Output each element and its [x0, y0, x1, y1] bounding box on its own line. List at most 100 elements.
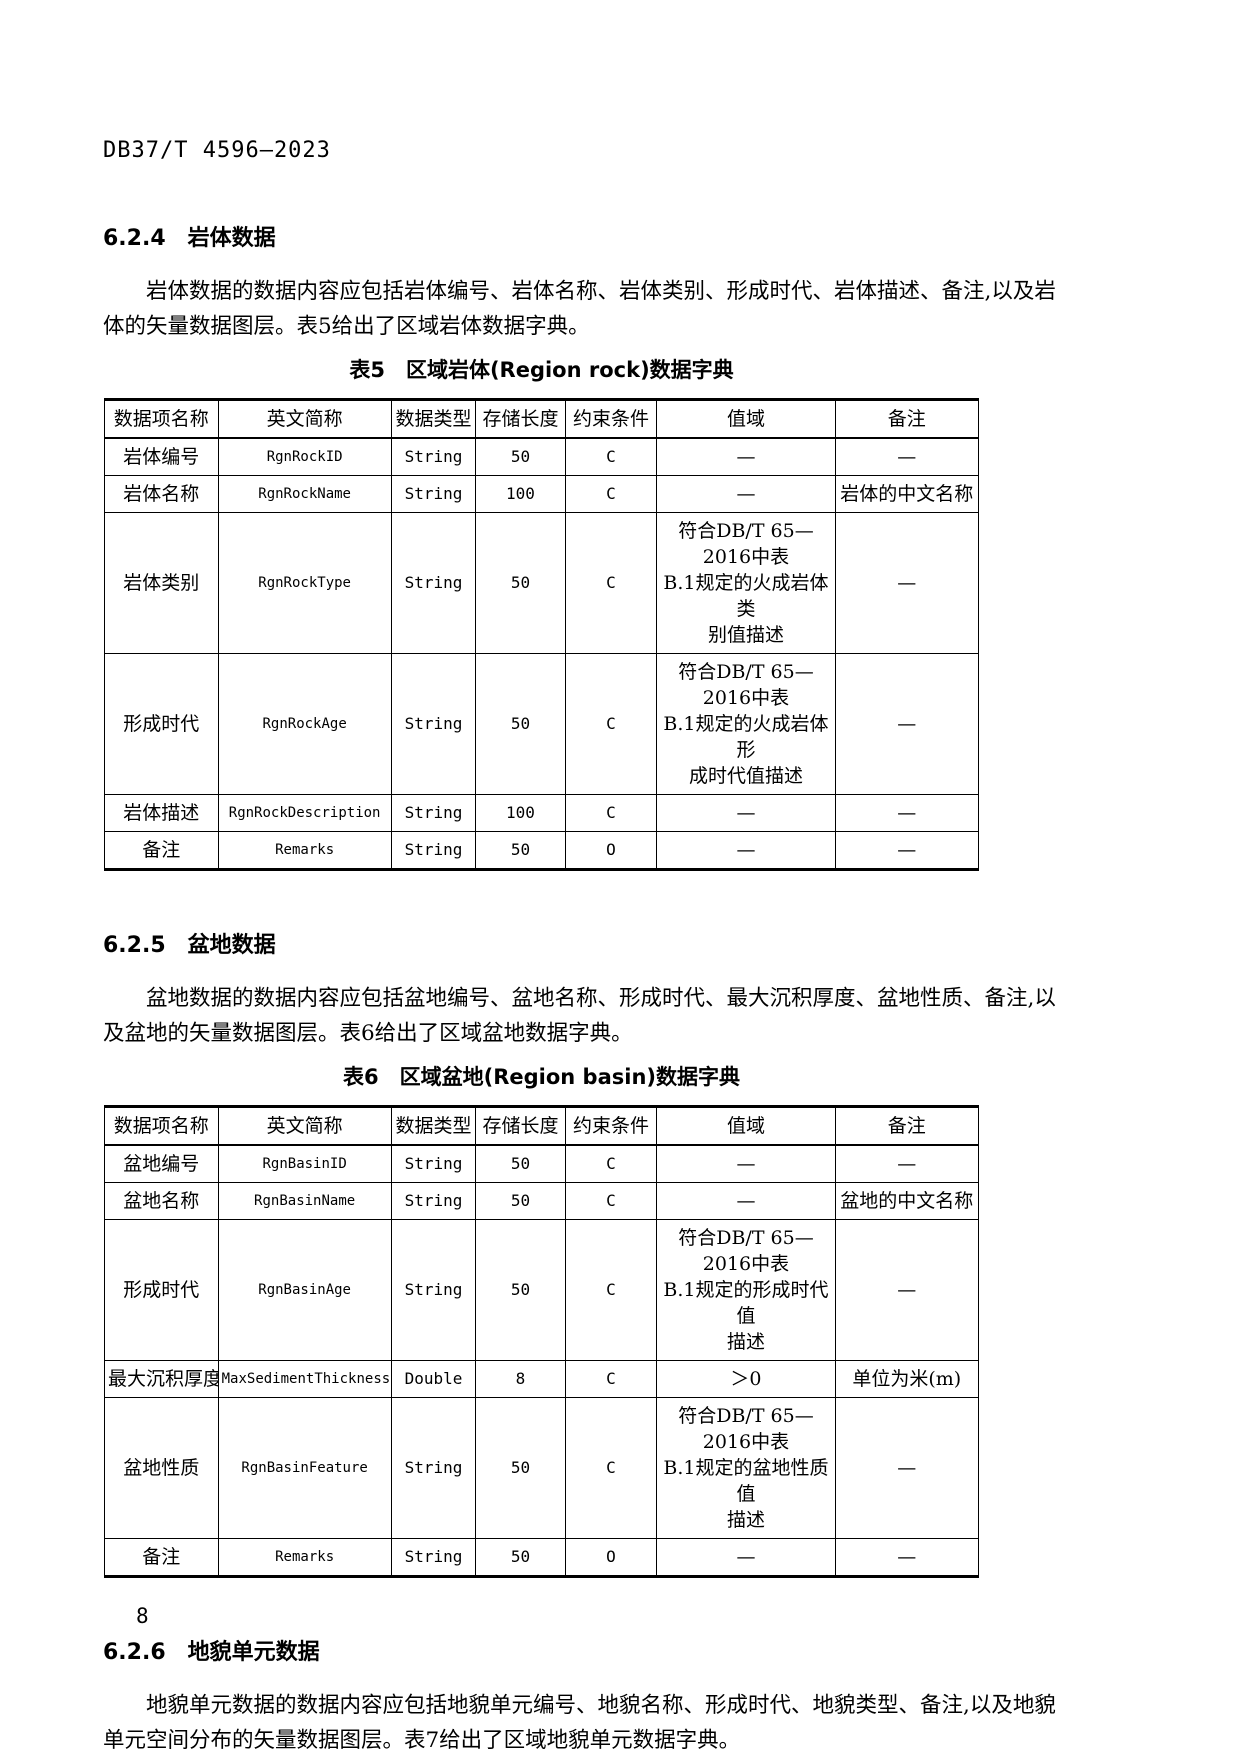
table-cell: String — [390, 1397, 477, 1539]
table-cell: C — [564, 794, 658, 832]
table-cell: RgnRockDescription — [217, 794, 392, 832]
table-cell: 岩体类别 — [104, 512, 219, 654]
table5-caption: 表5 区域岩体(Region rock)数据字典 — [349, 358, 734, 382]
table-cell: 100 — [475, 794, 566, 832]
table-cell: 符合DB/T 65—2016中表 B.1规定的盆地性质值 描述 — [656, 1397, 836, 1539]
table-header-row: 数据项名称 英文简称 数据类型 存储长度 约束条件 值域 备注 — [104, 1106, 980, 1146]
table-cell: — — [834, 437, 980, 476]
table-row: 形成时代 RgnBasinAge String 50 C 符合DB/T 65—2016中表… — [104, 1219, 980, 1361]
table-cell: — — [656, 437, 836, 476]
table-row: 形成时代 RgnRockAge String 50 C 符合DB/T 65—2016中表 … — [104, 653, 980, 795]
table-cell: RgnBasinAge — [217, 1219, 392, 1361]
table-row: 最大沉积厚度 MaxSedimentThickness Double 8 C ＞0 单位为米… — [104, 1360, 980, 1398]
table6-caption: 表6 区域盆地(Region basin)数据字典 — [343, 1065, 740, 1089]
table-row: 岩体名称 RgnRockName String 100 C — 岩体的中文名称 — [104, 475, 980, 513]
table-cell: RgnRockAge — [217, 653, 392, 795]
page-number: 8 — [136, 1604, 149, 1628]
table-cell: 盆地编号 — [104, 1144, 219, 1183]
table-header-row: 数据项名称 英文简称 数据类型 存储长度 约束条件 值域 备注 — [104, 399, 980, 439]
table-cell: C — [564, 437, 658, 476]
table-row: 备注 Remarks String 50 O — — — [104, 831, 980, 870]
table-cell: — — [656, 1538, 836, 1577]
section-heading-6-2-5: 6.2.5 盆地数据 — [103, 933, 276, 958]
table5-container: 表5 区域岩体(Region rock)数据字典 数据项名称 英文简称 数据类型 存储… — [104, 357, 980, 871]
table-cell: RgnBasinID — [217, 1144, 392, 1183]
table-cell: 岩体的中文名称 — [834, 475, 980, 513]
region-basin-data-dictionary-table: 数据项名称 英文简称 数据类型 存储长度 约束条件 值域 备注 盆地编号 RgnBasinID S… — [104, 1105, 980, 1578]
column-header: 数据类型 — [390, 1106, 477, 1146]
table-cell: 50 — [475, 1144, 566, 1183]
table-cell: String — [390, 794, 477, 832]
table-cell: 盆地性质 — [104, 1397, 219, 1539]
table-cell: 岩体名称 — [104, 475, 219, 513]
table6-container: 表6 区域盆地(Region basin)数据字典 数据项名称 英文简称 数据类型存… — [104, 1064, 980, 1578]
column-header: 英文简称 — [217, 399, 392, 439]
column-header: 值域 — [656, 1106, 836, 1146]
table-cell: RgnBasinFeature — [217, 1397, 392, 1539]
table-cell: 盆地名称 — [104, 1182, 219, 1220]
table-cell: O — [564, 831, 658, 870]
table-row: 盆地性质 RgnBasinFeature String 50 C 符合DB/T 65—20… — [104, 1397, 980, 1539]
table-cell: 50 — [475, 1219, 566, 1361]
table-cell: String — [390, 475, 477, 513]
section-paragraph: 地貌单元数据的数据内容应包括地貌单元编号、地貌名称、形成时代、地貌类型、备注,以… — [103, 1693, 1056, 1753]
table-cell: 岩体编号 — [104, 437, 219, 476]
table-cell: 符合DB/T 65—2016中表 B.1规定的形成时代值 描述 — [656, 1219, 836, 1361]
table-cell: 最大沉积厚度 — [104, 1360, 219, 1398]
column-header: 存储长度 — [475, 1106, 566, 1146]
table-cell: C — [564, 1144, 658, 1183]
table-cell: 备注 — [104, 1538, 219, 1577]
table-cell: — — [656, 1182, 836, 1220]
section-paragraph: 岩体数据的数据内容应包括岩体编号、岩体名称、岩体类别、形成时代、岩体描述、备注,… — [103, 279, 1056, 339]
column-header: 备注 — [834, 399, 980, 439]
table-cell: 50 — [475, 512, 566, 654]
table-cell: String — [390, 653, 477, 795]
table-cell: 50 — [475, 437, 566, 476]
section-heading-6-2-6: 6.2.6 地貌单元数据 — [103, 1640, 320, 1665]
column-header: 备注 — [834, 1106, 980, 1146]
table-cell: 备注 — [104, 831, 219, 870]
table-cell: 50 — [475, 831, 566, 870]
table-cell: — — [834, 1144, 980, 1183]
column-header: 数据项名称 — [104, 1106, 219, 1146]
table-cell: String — [390, 512, 477, 654]
table-cell: 50 — [475, 1397, 566, 1539]
table-cell: ＞0 — [656, 1360, 836, 1398]
table-cell: 100 — [475, 475, 566, 513]
table-cell: C — [564, 1360, 658, 1398]
table-cell: — — [834, 794, 980, 832]
table-cell: C — [564, 512, 658, 654]
table-cell: C — [564, 1182, 658, 1220]
column-header: 约束条件 — [564, 399, 658, 439]
table-cell: 岩体描述 — [104, 794, 219, 832]
table-cell: 50 — [475, 653, 566, 795]
table-cell: Double — [390, 1360, 477, 1398]
column-header: 约束条件 — [564, 1106, 658, 1146]
table-cell: — — [834, 1219, 980, 1361]
table-cell: C — [564, 475, 658, 513]
table-cell: String — [390, 1219, 477, 1361]
table-cell: 符合DB/T 65—2016中表 B.1规定的火成岩体形 成时代值描述 — [656, 653, 836, 795]
column-header: 数据项名称 — [104, 399, 219, 439]
table-cell: 8 — [475, 1360, 566, 1398]
column-header: 存储长度 — [475, 399, 566, 439]
table-cell: MaxSedimentThickness — [217, 1360, 392, 1398]
table-cell: C — [564, 1397, 658, 1539]
column-header: 值域 — [656, 399, 836, 439]
table-cell: 50 — [475, 1538, 566, 1577]
column-header: 数据类型 — [390, 399, 477, 439]
table-row: 备注 Remarks String 50 O — — — [104, 1538, 980, 1577]
table-cell: — — [834, 831, 980, 870]
region-rock-data-dictionary-table: 数据项名称 英文简称 数据类型 存储长度 约束条件 值域 备注 岩体编号 RgnRockID St… — [104, 398, 980, 871]
table-cell: 盆地的中文名称 — [834, 1182, 980, 1220]
table-row: 盆地名称 RgnBasinName String 50 C — 盆地的中文名称 — [104, 1182, 980, 1220]
table-cell: — — [834, 1397, 980, 1539]
table-cell: Remarks — [217, 831, 392, 870]
table-cell: String — [390, 1182, 477, 1220]
table-cell: C — [564, 1219, 658, 1361]
table-cell: RgnRockType — [217, 512, 392, 654]
table-cell: RgnRockName — [217, 475, 392, 513]
table-cell: String — [390, 1144, 477, 1183]
table-cell: — — [834, 1538, 980, 1577]
